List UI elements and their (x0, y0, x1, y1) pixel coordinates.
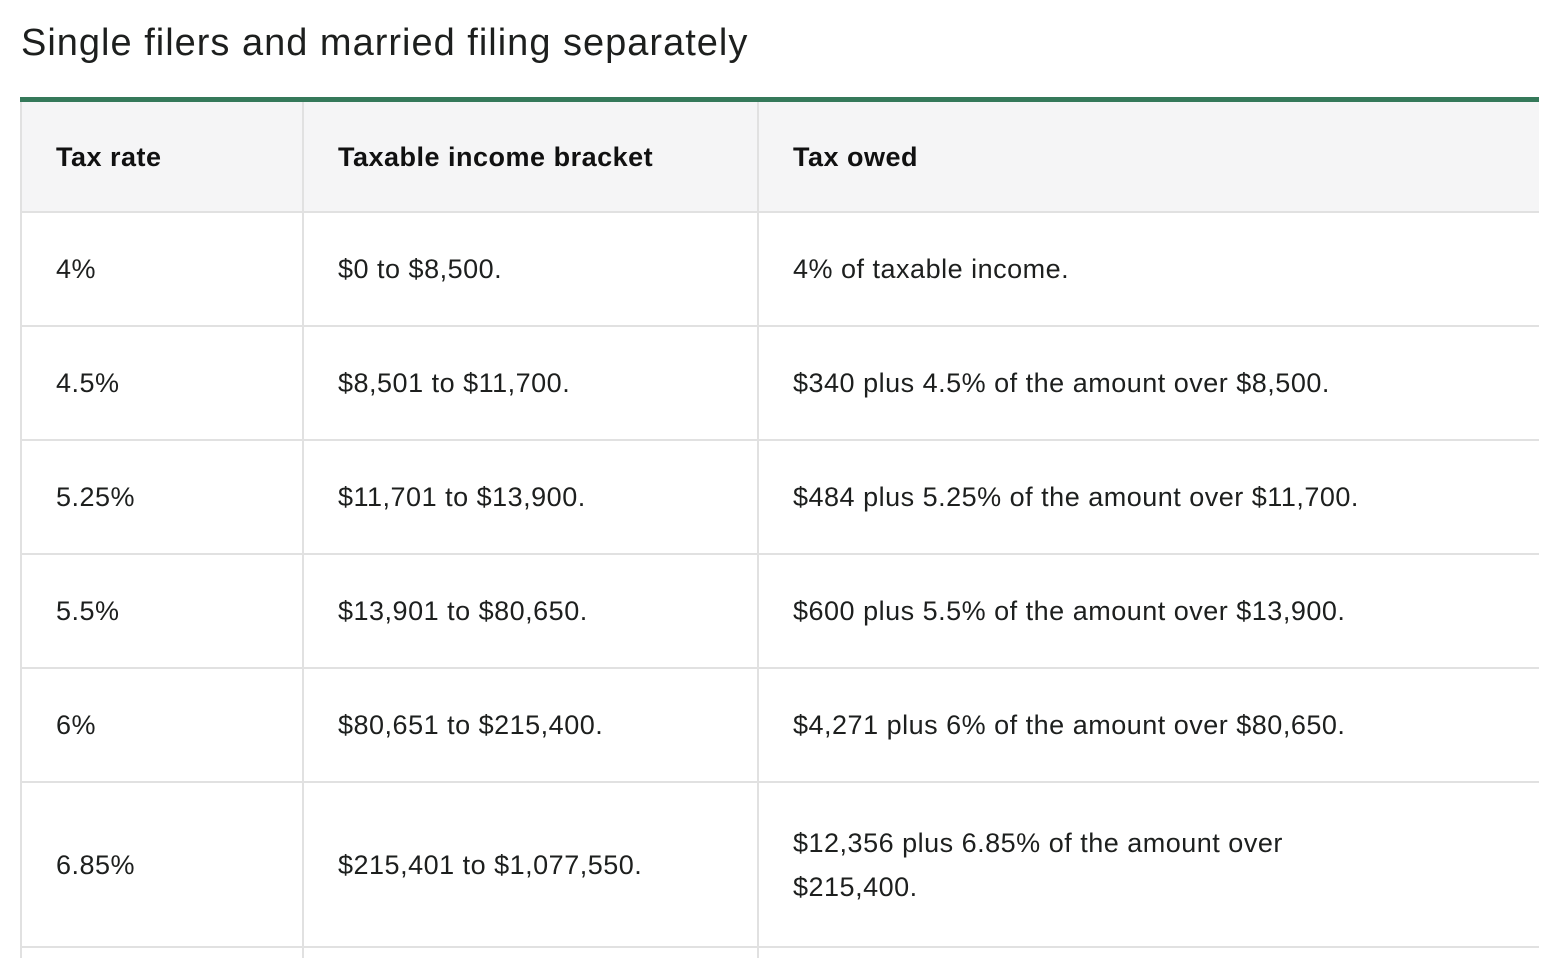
tax-rate-cell: 5.5% (20, 553, 304, 669)
table-row: 4% $0 to $8,500. 4% of taxable income. (20, 211, 1539, 327)
tax-rate-cell: 4.5% (20, 325, 304, 441)
tax-rate-cell (20, 946, 304, 958)
table-row: 5.5% $13,901 to $80,650. $600 plus 5.5% … (20, 553, 1539, 669)
table-row: 6.85% $215,401 to $1,077,550. $12,356 pl… (20, 781, 1539, 948)
income-bracket-cell: $215,401 to $1,077,550. (302, 781, 759, 948)
income-bracket-cell: $8,501 to $11,700. (302, 325, 759, 441)
page-title: Single filers and married filing separat… (21, 22, 749, 64)
tax-owed-cell: $600 plus 5.5% of the amount over $13,90… (757, 553, 1539, 669)
tax-owed-cell (757, 946, 1539, 958)
income-bracket-cell (302, 946, 759, 958)
column-header-tax-rate: Tax rate (20, 102, 304, 213)
income-bracket-cell: $0 to $8,500. (302, 211, 759, 327)
tax-owed-cell: $4,271 plus 6% of the amount over $80,65… (757, 667, 1539, 783)
income-bracket-cell: $11,701 to $13,900. (302, 439, 759, 555)
tax-rate-cell: 4% (20, 211, 304, 327)
table-header: Tax rate Taxable income bracket Tax owed (20, 102, 1539, 213)
table-row-partial (20, 946, 1539, 958)
table-row: 4.5% $8,501 to $11,700. $340 plus 4.5% o… (20, 325, 1539, 441)
table-row: 5.25% $11,701 to $13,900. $484 plus 5.25… (20, 439, 1539, 555)
tax-brackets-table: Tax rate Taxable income bracket Tax owed… (20, 102, 1539, 958)
tax-rate-cell: 6% (20, 667, 304, 783)
tax-owed-cell: $340 plus 4.5% of the amount over $8,500… (757, 325, 1539, 441)
income-bracket-cell: $13,901 to $80,650. (302, 553, 759, 669)
table-row: 6% $80,651 to $215,400. $4,271 plus 6% o… (20, 667, 1539, 783)
header-row: Tax rate Taxable income bracket Tax owed (20, 102, 1539, 213)
column-header-taxable-income-bracket: Taxable income bracket (302, 102, 759, 213)
column-header-tax-owed: Tax owed (757, 102, 1539, 213)
table-body: 4% $0 to $8,500. 4% of taxable income. 4… (20, 211, 1539, 958)
tax-owed-cell: 4% of taxable income. (757, 211, 1539, 327)
tax-rate-cell: 5.25% (20, 439, 304, 555)
tax-rate-cell: 6.85% (20, 781, 304, 948)
tax-owed-cell: $484 plus 5.25% of the amount over $11,7… (757, 439, 1539, 555)
income-bracket-cell: $80,651 to $215,400. (302, 667, 759, 783)
tax-brackets-table-container: Tax rate Taxable income bracket Tax owed… (20, 97, 1539, 958)
tax-owed-cell: $12,356 plus 6.85% of the amount over $2… (757, 781, 1539, 948)
